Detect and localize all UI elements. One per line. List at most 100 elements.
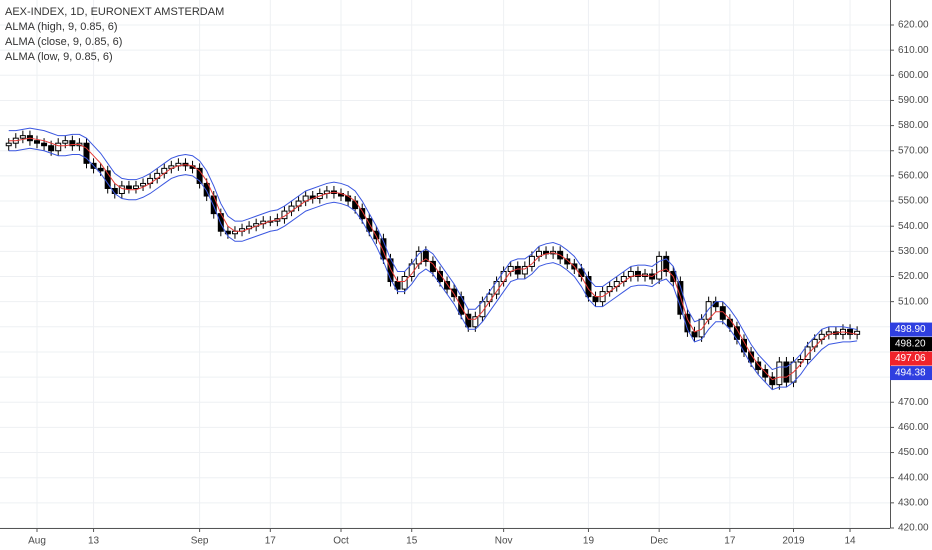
candle-body: [366, 218, 373, 232]
candle-body: [465, 313, 472, 328]
candle-body: [359, 208, 366, 220]
legend-entry: ALMA (low, 9, 0.85, 6): [5, 51, 113, 63]
y-tick-label: 610.00: [898, 45, 929, 56]
y-tick-label: 580.00: [898, 120, 929, 131]
candle-body: [755, 361, 762, 371]
candle-body: [62, 140, 69, 144]
x-tick-label: Aug: [28, 536, 46, 547]
candle-body: [373, 230, 380, 240]
legend-entry: ALMA (high, 9, 0.85, 6): [5, 21, 118, 33]
price-label-box: [890, 351, 932, 366]
candle-body: [451, 288, 458, 298]
candle-body: [804, 346, 811, 360]
candle-body: [521, 265, 528, 275]
legend-entry: ALMA (close, 9, 0.85, 6): [5, 36, 122, 48]
candle-body: [748, 351, 755, 363]
price-label: 498.20: [895, 339, 926, 350]
candle-body: [776, 361, 783, 386]
candle-body: [41, 142, 48, 147]
candle-body: [203, 182, 210, 197]
candle-body: [97, 167, 104, 172]
candle-body: [585, 276, 592, 298]
x-tick-label: Oct: [333, 536, 349, 547]
y-tick-label: 600.00: [898, 70, 929, 81]
y-tick-label: 520.00: [898, 271, 929, 282]
candle-body: [762, 369, 769, 378]
x-tick-label: Nov: [495, 536, 513, 547]
x-tick-label: 19: [583, 536, 595, 547]
candle-body: [698, 318, 705, 338]
candle-body: [663, 255, 670, 272]
y-tick-label: 430.00: [898, 497, 929, 508]
x-tick-label: Sep: [191, 536, 209, 547]
y-tick-label: 440.00: [898, 472, 929, 483]
price-label: 498.90: [895, 324, 926, 335]
y-tick-label: 530.00: [898, 246, 929, 257]
y-tick-label: 550.00: [898, 196, 929, 207]
price-label-box: [890, 366, 932, 381]
candle-body: [196, 167, 203, 184]
x-tick-label: Dec: [650, 536, 668, 547]
candle-body: [415, 250, 422, 265]
candle-body: [83, 142, 90, 164]
price-label: 494.38: [895, 368, 926, 379]
candle-body: [719, 306, 726, 320]
candle-body: [847, 328, 854, 335]
x-tick-label: 17: [265, 536, 277, 547]
alma-line: [8, 127, 858, 371]
candle-body: [34, 140, 40, 144]
candle-body: [55, 142, 62, 152]
x-tick-label: 15: [406, 536, 418, 547]
y-tick-label: 590.00: [898, 95, 929, 106]
price-label-box: [890, 337, 932, 352]
candle-body: [118, 185, 125, 195]
candle-body: [811, 338, 818, 348]
candle-body: [783, 361, 790, 383]
chart-title: AEX-INDEX, 1D, EURONEXT AMSTERDAM: [5, 6, 224, 18]
alma-line: [8, 137, 858, 381]
candle-body: [132, 185, 139, 189]
candle-body: [422, 250, 429, 262]
candle-body: [592, 296, 599, 303]
candle-body: [634, 270, 641, 278]
y-tick-label: 420.00: [898, 523, 929, 534]
candle-body: [19, 135, 26, 139]
price-label-box: [890, 322, 932, 337]
candle-body: [48, 145, 55, 152]
candle-body: [5, 142, 12, 147]
y-tick-label: 570.00: [898, 145, 929, 156]
x-tick-label: 14: [844, 536, 856, 547]
candle-body: [140, 182, 147, 187]
candle-body: [486, 293, 493, 303]
x-tick-label: 2019: [782, 536, 805, 547]
y-tick-label: 460.00: [898, 422, 929, 433]
y-tick-label: 560.00: [898, 171, 929, 182]
x-tick-label: 13: [88, 536, 100, 547]
y-tick-label: 620.00: [898, 20, 929, 31]
candle-body: [705, 301, 712, 320]
y-tick-label: 510.00: [898, 296, 929, 307]
candle-body: [564, 258, 571, 265]
candle-body: [472, 316, 479, 328]
candle-body: [691, 331, 698, 338]
y-tick-label: 470.00: [898, 397, 929, 408]
candle-body: [429, 260, 436, 272]
candle-body: [854, 330, 861, 335]
candle-body: [656, 255, 663, 280]
candle-body: [726, 318, 733, 328]
candle-body: [352, 200, 359, 210]
candle-body: [125, 185, 132, 189]
candle-body: [444, 281, 451, 290]
candle-body: [500, 270, 507, 283]
candle-body: [401, 276, 408, 290]
alma-line: [8, 147, 858, 391]
y-tick-label: 450.00: [898, 447, 929, 458]
price-label: 497.06: [895, 353, 926, 364]
y-tick-label: 540.00: [898, 221, 929, 232]
candle-body: [436, 270, 443, 283]
candle-body: [514, 265, 521, 275]
x-tick-label: 17: [724, 536, 736, 547]
candle-body: [69, 140, 76, 147]
